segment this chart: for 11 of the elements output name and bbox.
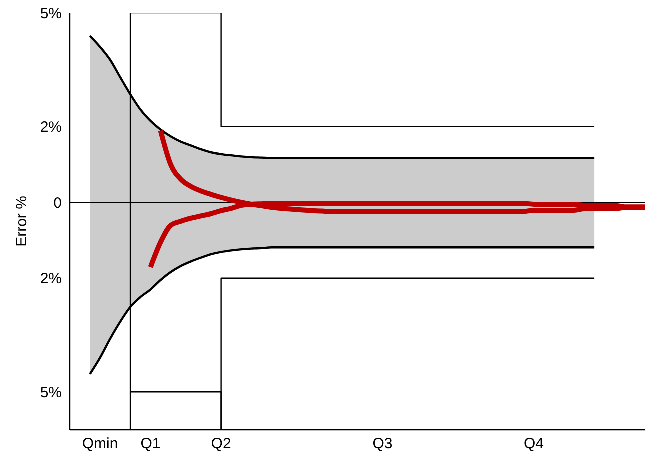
x-tick-label: Q3 xyxy=(372,436,393,453)
y-tick-label: 0 xyxy=(54,194,62,212)
y-tick-label: 5% xyxy=(40,5,62,22)
y-axis-title: Error % xyxy=(13,196,30,247)
y-tick-label: 2% xyxy=(40,119,62,136)
x-tick-label: Q4 xyxy=(524,436,544,453)
x-tick-label: Qmin xyxy=(82,436,118,453)
x-tick-label: Q1 xyxy=(140,436,161,453)
y-tick-label: 5% xyxy=(40,384,62,402)
x-tick-label: Q2 xyxy=(211,436,232,453)
y-tick-label: 2% xyxy=(40,270,62,288)
